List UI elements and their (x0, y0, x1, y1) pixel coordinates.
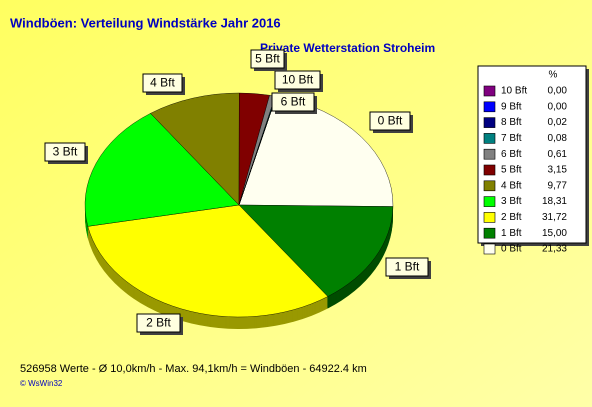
legend-label: 2 Bft (501, 212, 522, 223)
legend-value: 3,15 (548, 165, 568, 176)
legend-swatch (483, 227, 496, 239)
legend-label: 8 Bft (501, 117, 522, 128)
slice (238, 204, 394, 297)
legend-value: 0,61 (548, 149, 568, 160)
legend-label: 6 Bft (501, 149, 522, 160)
label-box (142, 73, 183, 93)
slice-labels: 10 Bft 6 Bft 5 Bft 4 Bft 3 Bft 2 Bft 1 Bft 0 Bf… (44, 49, 431, 335)
legend-label: 9 Bft (501, 101, 522, 112)
legend-swatch (483, 180, 496, 192)
label-box (274, 70, 321, 90)
slice (87, 204, 329, 318)
legend-value: 9,77 (548, 180, 568, 191)
legend-label: 3 Bft (501, 196, 522, 207)
legend-label: 0 Bft (501, 244, 522, 255)
legend-label: 7 Bft (501, 133, 522, 144)
label-box (44, 142, 86, 162)
chart-subtitle: Private Wetterstation Stroheim (260, 41, 435, 55)
legend-label: 10 Bft (501, 86, 527, 97)
legend-label: 4 Bft (501, 180, 522, 191)
label-box (250, 49, 285, 69)
legend-swatch (483, 101, 496, 113)
legend-swatch (483, 148, 496, 160)
legend (477, 65, 587, 244)
legend-swatch (483, 85, 496, 97)
slice-label: 10 Bft (282, 73, 314, 87)
slice-label: 4 Bft (150, 76, 175, 90)
legend-swatch (483, 212, 496, 223)
legend-swatch (483, 117, 496, 128)
chart-title: Windböen: Verteilung Windstärke Jahr 201… (10, 15, 281, 30)
legend-swatch (483, 133, 496, 144)
legend-value: 18,31 (542, 196, 567, 207)
legend-swatch (483, 243, 496, 255)
slice-label: 5 Bft (255, 52, 280, 66)
label-box (385, 257, 429, 277)
slice-label: 2 Bft (146, 316, 171, 330)
legend-value: 15,00 (542, 228, 567, 239)
slice (84, 113, 240, 227)
label-box (271, 92, 315, 112)
slice-label: 0 Bft (378, 114, 403, 128)
footer: 526958 Werte - Ø 10,0km/h - Max. 94,1km/… (20, 363, 367, 375)
legend-value: 21,33 (542, 244, 567, 255)
label-box (136, 313, 181, 333)
legend-label: 5 Bft (501, 165, 522, 176)
slice (150, 92, 240, 206)
legend-value: 0,00 (548, 101, 568, 112)
slice-label: 6 Bft (281, 95, 306, 109)
legend-value: 0,00 (548, 86, 568, 97)
legend-value: 31,72 (542, 212, 567, 223)
legend-entries: 10 Bft 0,00 9 Bft 0,00 8 Bft 0,02 7 Bft 0,08 6 B… (483, 85, 568, 255)
slice-label: 3 Bft (53, 145, 78, 159)
pie (84, 92, 394, 329)
legend-swatch (483, 164, 496, 176)
legend-swatch (483, 196, 496, 207)
credit: © WsWin32 (20, 379, 63, 388)
legend-value: 0,02 (548, 117, 568, 128)
legend-label: 1 Bft (501, 228, 522, 239)
label-box (369, 111, 411, 131)
legend-value: 0,08 (548, 133, 568, 144)
slice-label: 1 Bft (395, 260, 420, 274)
legend-header: % (549, 70, 558, 81)
